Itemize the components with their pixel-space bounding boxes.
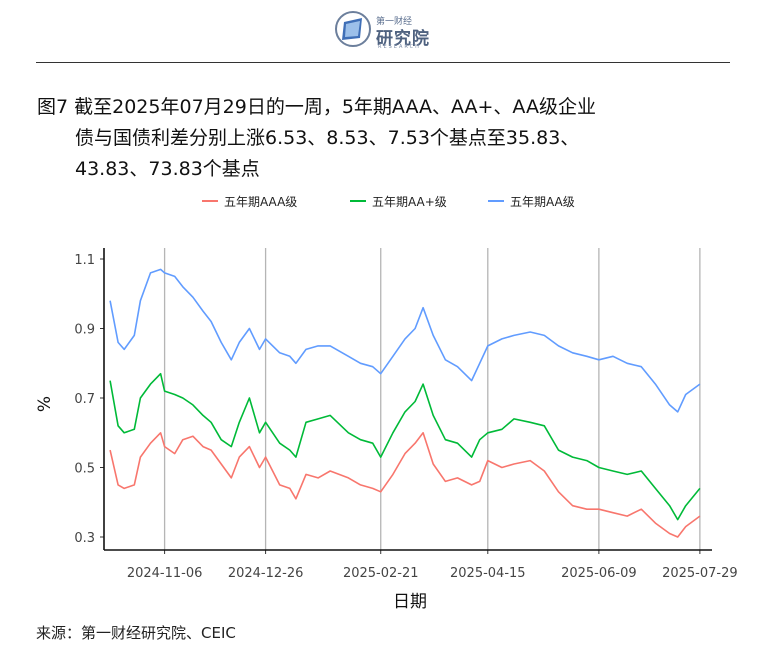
y-tick-label: 0.5 <box>74 462 95 477</box>
series-line <box>109 268 701 413</box>
x-tick-label: 2025-07-29 <box>662 566 738 581</box>
legend-label: 五年期AA级 <box>510 195 575 209</box>
line-chart: 五年期AAA级 五年期AA+级 五年期AA级 2024-11-06 2024-12-2… <box>35 195 738 612</box>
x-tick-label: 2025-02-21 <box>343 566 419 581</box>
figure-title-line2: 债与国债利差分别上涨6.53、8.53、7.53个基点至35.83、 <box>75 127 580 149</box>
legend-label: 五年期AAA级 <box>224 195 297 209</box>
logo-main-text: 研究院 <box>376 29 430 49</box>
x-tick-label: 2024-12-26 <box>228 566 304 581</box>
legend-label: 五年期AA+级 <box>372 195 447 209</box>
source-note: 来源：第一财经研究院、CEIC <box>36 624 236 642</box>
y-tick-label: 0.9 <box>74 323 95 338</box>
chart-axes: 2024-11-06 2024-12-26 2025-02-21 2025-04-15… <box>74 248 738 581</box>
figure-title: 图7 截至2025年07月29日的一周，5年期AAA、AA+、AA级企业 债与国… <box>37 92 737 185</box>
x-tick-label: 2024-11-06 <box>127 566 203 581</box>
y-axis-title: % <box>35 396 55 412</box>
y-tick-label: 1.1 <box>74 253 95 268</box>
figure-title-line1: 图7 截至2025年07月29日的一周，5年期AAA、AA+、AA级企业 <box>37 96 596 118</box>
chart-grid <box>163 248 701 550</box>
figure-title-line3: 43.83、73.83个基点 <box>75 158 260 180</box>
chart-legend: 五年期AAA级 五年期AA+级 五年期AA级 <box>202 195 575 209</box>
logo-top-text: 第一财经 <box>376 17 413 27</box>
logo: 第一财经 研究院 RESEARCH <box>334 8 444 52</box>
y-tick-label: 0.3 <box>74 531 95 546</box>
header-rule <box>36 62 730 63</box>
series-line <box>109 372 701 521</box>
y-tick-label: 0.7 <box>74 392 95 407</box>
chart-series <box>109 268 701 538</box>
x-tick-label: 2025-04-15 <box>450 566 526 581</box>
logo-sub-text: RESEARCH <box>378 44 421 50</box>
logo-mark-icon <box>335 11 371 47</box>
x-tick-label: 2025-06-09 <box>561 566 637 581</box>
x-axis-title: 日期 <box>393 592 427 612</box>
series-line <box>109 431 701 538</box>
